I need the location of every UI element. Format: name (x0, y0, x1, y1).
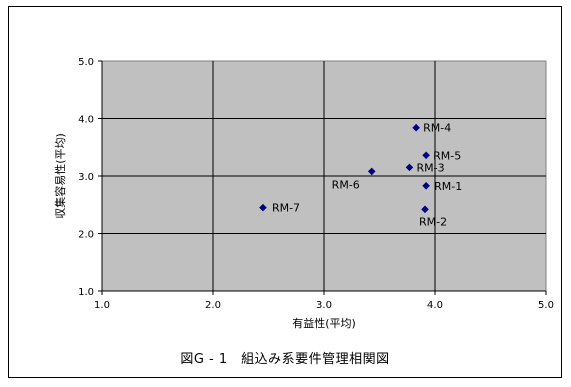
y-tick-label: 2.0 (78, 230, 94, 241)
data-point-marker (367, 167, 376, 176)
y-tick-label: 4.0 (78, 115, 94, 126)
x-tick-label: 2.0 (205, 300, 221, 311)
x-tick-label: 3.0 (316, 300, 332, 311)
x-tick-label: 5.0 (538, 300, 554, 311)
y-tick-labels: 1.0 2.0 3.0 4.0 5.0 (78, 57, 102, 298)
y-tick-label: 1.0 (78, 287, 94, 298)
x-tick-label: 4.0 (427, 300, 443, 311)
data-point-marker (421, 205, 429, 214)
figure-caption: 図G - 1 組込み系要件管理相関図 (180, 352, 390, 367)
data-point-label: RM-2 (419, 215, 447, 228)
y-tick-label: 5.0 (78, 57, 94, 68)
x-axis-label: 有益性(平均) (292, 316, 356, 330)
data-points: RM-1 RM-2 RM-3 RM-4 RM-5 RM-6 RM-7 (259, 122, 462, 228)
x-tick-labels: 1.0 2.0 3.0 4.0 5.0 (94, 291, 554, 311)
data-point-label: RM-1 (434, 180, 462, 193)
data-point-marker (422, 181, 430, 190)
data-point-label: RM-6 (332, 178, 360, 191)
data-point-marker (422, 151, 430, 160)
data-point-label: RM-7 (272, 202, 300, 215)
data-point-marker (405, 163, 414, 172)
y-tick-label: 3.0 (78, 172, 94, 183)
data-point-label: RM-3 (416, 161, 444, 174)
data-point-marker (412, 123, 420, 132)
data-point-label: RM-5 (433, 149, 461, 162)
data-point-marker (259, 203, 267, 212)
data-point-label: RM-4 (423, 122, 451, 135)
x-tick-label: 1.0 (94, 300, 110, 311)
y-axis-label: 収集容易性(平均) (53, 133, 67, 219)
